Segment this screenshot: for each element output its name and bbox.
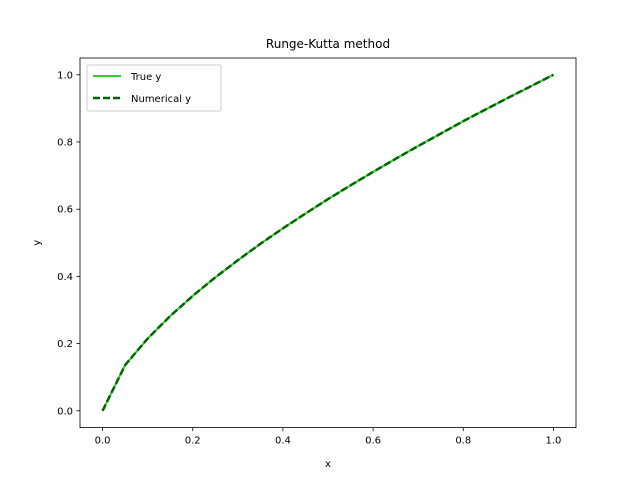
x-tick-label: 0.0 (95, 436, 111, 447)
y-tick-label: 0.8 (57, 138, 73, 149)
chart-title: Runge-Kutta method (266, 37, 390, 51)
x-axis-ticks: 0.0 0.2 0.4 0.6 0.8 1.0 (95, 427, 562, 447)
y-tick-label: 1.0 (57, 70, 73, 81)
series-line-numerical-y (101, 73, 555, 412)
y-tick-label: 0.2 (57, 339, 73, 350)
x-tick-label: 0.6 (365, 436, 381, 447)
y-tick-label: 0.6 (57, 205, 73, 216)
x-tick-label: 0.8 (455, 436, 471, 447)
plot-area (79, 57, 577, 429)
legend-label-true-y: True y (130, 72, 161, 83)
x-tick-label: 1.0 (546, 436, 562, 447)
series-layer (101, 73, 555, 412)
x-tick-label: 0.2 (185, 436, 201, 447)
x-tick-label: 0.4 (275, 436, 291, 447)
legend-label-numerical-y: Numerical y (131, 94, 191, 105)
y-axis-label: y (32, 240, 43, 246)
legend: True y Numerical y (86, 64, 222, 112)
y-tick-label: 0.0 (57, 406, 73, 417)
y-axis-ticks: 0.0 0.2 0.4 0.6 0.8 1.0 (57, 70, 80, 417)
y-tick-label: 0.4 (57, 272, 73, 283)
axes-frame (79, 57, 577, 429)
x-axis-label: x (325, 459, 331, 470)
